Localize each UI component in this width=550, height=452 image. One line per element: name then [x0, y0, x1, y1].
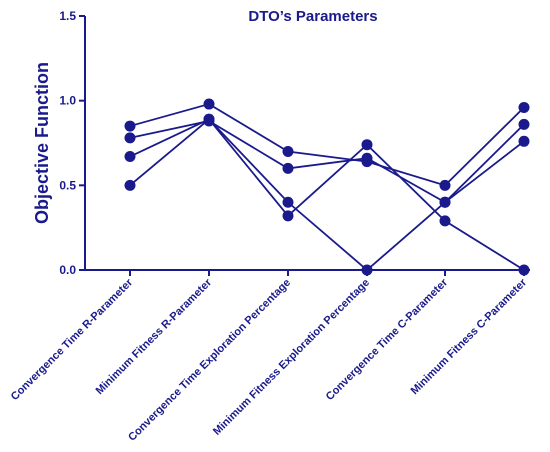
chart-title: DTO’s Parameters: [248, 8, 377, 25]
data-point: [124, 120, 136, 132]
data-point: [361, 152, 373, 164]
series-lines: [129, 103, 525, 272]
data-point: [203, 98, 215, 110]
series-line: [129, 118, 525, 272]
x-tick-label: Convergence Time R-Parameter: [9, 276, 136, 403]
series-line: [129, 118, 525, 271]
data-point: [439, 179, 451, 191]
x-tick-label: Convergence Time Exploration Percentage: [126, 277, 293, 444]
y-tick-label: 0.5: [59, 178, 76, 192]
data-point: [124, 151, 136, 163]
series-line: [129, 103, 525, 187]
x-tick-label: Convergence Time C-Parameter: [324, 276, 451, 403]
data-point: [361, 264, 373, 276]
data-point: [518, 118, 530, 130]
y-tick-label: 1.0: [59, 94, 76, 108]
data-point: [282, 196, 294, 208]
y-tick-label: 1.5: [59, 9, 76, 23]
data-point: [282, 145, 294, 157]
data-point: [439, 215, 451, 227]
data-point: [124, 132, 136, 144]
data-point: [518, 101, 530, 113]
data-point: [518, 264, 530, 276]
series-markers: [124, 98, 530, 276]
data-point: [124, 179, 136, 191]
data-point: [439, 196, 451, 208]
data-point: [282, 162, 294, 174]
y-tick-label: 0.0: [59, 263, 76, 277]
series-line: [129, 120, 525, 204]
x-tick-label: Minimum Fitness Exploration Percentage: [211, 277, 372, 438]
data-point: [518, 135, 530, 147]
data-point: [203, 113, 215, 125]
data-point: [282, 210, 294, 222]
y-axis-label: Objective Function: [32, 62, 52, 224]
data-point: [361, 139, 373, 151]
axes: 0.0 0.5 1.0 1.5 Convergence Time R-Parameter…: [9, 9, 530, 444]
